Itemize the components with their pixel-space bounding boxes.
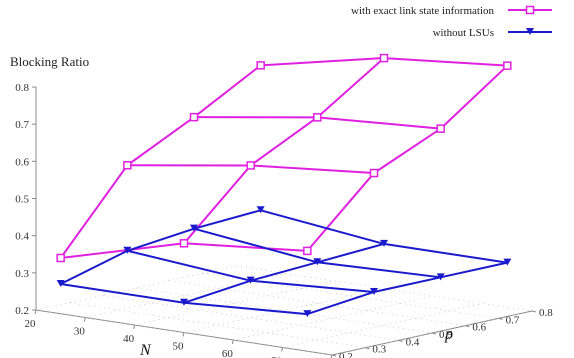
z-tick-label: 0.5 <box>15 194 29 206</box>
series-0-point <box>56 253 65 263</box>
grid-line-n <box>282 303 483 348</box>
y-tick-label: 0.4 <box>406 336 420 348</box>
floor-grid <box>35 265 533 356</box>
series-0-point <box>303 246 312 256</box>
y-tick-label: 0.7 <box>506 314 520 326</box>
y-tick-label: 0.3 <box>372 344 386 356</box>
x-tick-label: 70 <box>271 356 283 358</box>
z-tick-label: 0.4 <box>15 231 29 243</box>
axis-ticks: 0.20.30.40.50.60.70.8203040506070800.20.… <box>15 82 553 358</box>
series-1-line <box>60 209 261 285</box>
series-0-point <box>123 161 132 170</box>
series-1-line <box>260 209 508 264</box>
series-1-point <box>303 310 312 318</box>
z-tick-label: 0.7 <box>15 119 29 131</box>
x-tick-mark <box>281 347 284 352</box>
series-1-point <box>436 273 445 281</box>
y-tick-mark <box>531 310 537 313</box>
y-tick-label: 0.8 <box>539 307 553 319</box>
z-tick-label: 0.2 <box>15 305 29 317</box>
series-1-point <box>503 258 512 266</box>
y-tick-label: 0.2 <box>339 351 353 358</box>
series-0 <box>56 53 512 263</box>
series-0-point <box>189 112 199 122</box>
grid-line-p <box>102 294 399 341</box>
series-1-point <box>123 246 132 254</box>
series-layer <box>56 53 512 318</box>
series-0-line <box>306 64 509 252</box>
series-1-point <box>246 276 255 284</box>
series-1-point <box>180 298 188 306</box>
x-axis-label: N <box>139 342 152 358</box>
legend-marker-without-lsus <box>526 28 534 35</box>
series-0-point <box>379 53 389 63</box>
series-1-line <box>193 227 441 279</box>
x-tick-label: 40 <box>123 333 135 345</box>
series-1-point <box>256 206 265 214</box>
series-0-point <box>256 61 265 70</box>
y-axis-label: p <box>444 326 453 343</box>
y-tick-mark <box>365 347 370 350</box>
legend-marker-exact <box>525 5 535 15</box>
y-tick-mark <box>431 332 437 335</box>
series-0-point <box>246 161 255 170</box>
chart-title: Blocking Ratio <box>10 54 89 69</box>
series-1-line <box>183 242 385 304</box>
y-tick-label: 0.6 <box>472 322 486 334</box>
series-1-point <box>370 287 378 295</box>
series-0-point <box>313 113 322 122</box>
x-tick-label: 30 <box>74 326 86 338</box>
axes-frame <box>35 87 533 356</box>
z-tick-label: 0.8 <box>15 82 29 94</box>
series-0-point <box>369 168 379 178</box>
legend: with exact link state information withou… <box>351 5 552 39</box>
series-1-point <box>56 280 65 288</box>
grid-line-n <box>233 295 434 341</box>
series-0-line <box>183 57 385 244</box>
legend-label-without-lsus: without LSUs <box>433 27 494 39</box>
series-0-line <box>59 64 262 259</box>
x-tick-mark <box>182 332 185 337</box>
series-1-point <box>190 224 198 232</box>
x-tick-mark <box>133 324 136 330</box>
y-tick-mark <box>331 354 337 357</box>
series-0-point <box>179 239 189 248</box>
x-tick-mark <box>34 309 37 315</box>
series-1 <box>56 206 512 318</box>
y-tick-mark <box>398 339 403 342</box>
series-1-line <box>307 261 508 316</box>
series-0-point <box>436 124 445 133</box>
x-tick-label: 50 <box>173 341 185 353</box>
x-tick-mark <box>231 339 234 345</box>
x-tick-label: 60 <box>222 348 234 358</box>
legend-label-exact: with exact link state information <box>351 5 494 17</box>
z-tick-label: 0.6 <box>15 156 29 168</box>
x-tick-label: 20 <box>25 318 37 330</box>
x-tick-mark <box>83 317 86 322</box>
grid-line-n <box>183 288 385 333</box>
grid-line-p <box>135 287 433 334</box>
y-tick-mark <box>465 325 470 328</box>
y-tick-mark <box>498 317 503 320</box>
series-1-point <box>380 239 388 247</box>
z-tick-label: 0.3 <box>15 268 29 280</box>
series-1-point <box>313 258 322 266</box>
grid-line-n <box>134 280 335 326</box>
x-tick-mark <box>330 354 333 358</box>
y-tick-label: 0.5 <box>439 329 453 341</box>
series-0-point <box>503 61 512 70</box>
